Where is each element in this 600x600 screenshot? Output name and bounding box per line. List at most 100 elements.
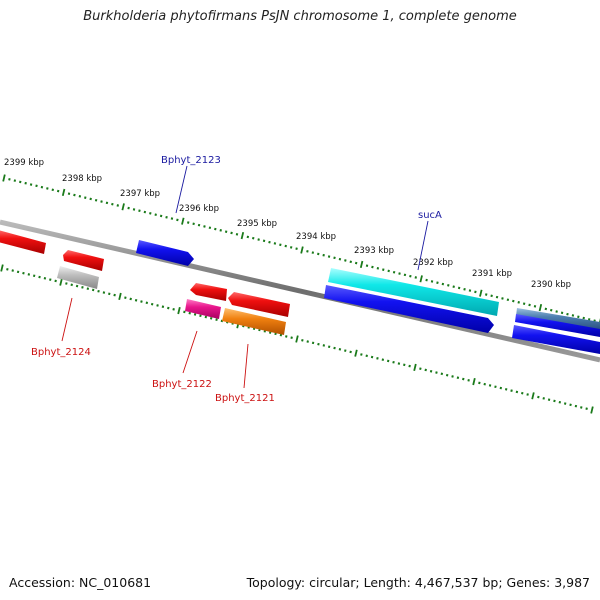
gene-feature[interactable]	[0, 230, 46, 254]
minor-tick	[533, 304, 537, 308]
major-tick	[61, 188, 66, 197]
major-tick	[0, 264, 4, 272]
minor-tick	[183, 310, 186, 314]
minor-tick	[555, 310, 558, 313]
minor-tick	[547, 398, 551, 401]
gene-feature[interactable]	[190, 283, 227, 301]
minor-tick	[46, 187, 49, 190]
gene-feature[interactable]	[512, 325, 600, 354]
gene-feature[interactable]	[63, 250, 104, 271]
minor-tick	[204, 315, 208, 319]
minor-tick	[490, 294, 493, 298]
minor-tick	[338, 348, 342, 351]
minor-tick	[488, 384, 492, 387]
minor-tick	[587, 318, 591, 321]
minor-tick	[484, 293, 488, 296]
minor-tick	[138, 209, 141, 213]
minor-tick	[474, 290, 477, 294]
minor-tick	[214, 227, 217, 231]
minor-tick	[566, 312, 569, 316]
minor-tick	[392, 360, 395, 364]
minor-tick	[553, 399, 556, 403]
minor-tick	[311, 251, 315, 254]
minor-tick	[550, 308, 553, 312]
major-tick	[419, 275, 423, 283]
minor-tick	[504, 388, 508, 391]
minor-tick	[84, 196, 87, 199]
gene-feature[interactable]	[515, 314, 600, 337]
minor-tick	[156, 304, 159, 307]
gene-label-bphyt-2122[interactable]: Bphyt_2122	[152, 379, 212, 390]
minor-tick	[91, 288, 95, 292]
minor-tick	[145, 301, 149, 305]
major-tick	[59, 278, 63, 286]
major-tick	[359, 260, 364, 269]
gene-feature[interactable]	[516, 308, 600, 330]
minor-tick	[149, 212, 152, 215]
gene-feature-bphyt-2121[interactable]	[222, 308, 286, 335]
minor-tick	[522, 302, 526, 305]
label-leader-line	[182, 330, 198, 374]
minor-tick	[127, 206, 130, 210]
major-tick	[479, 289, 483, 297]
minor-tick	[154, 213, 157, 216]
minor-tick	[105, 201, 109, 205]
minor-tick	[56, 189, 60, 193]
major-tick	[472, 377, 476, 386]
minor-tick	[13, 179, 17, 182]
minor-tick	[327, 345, 331, 349]
label-leader-line	[243, 343, 249, 389]
minor-tick	[170, 217, 174, 220]
minor-tick	[463, 287, 466, 291]
minor-tick	[322, 253, 325, 257]
gene-label-bphyt-2124[interactable]: Bphyt_2124	[31, 347, 91, 358]
minor-tick	[311, 341, 315, 345]
gene-label-bphyt-2123[interactable]: Bphyt_2123	[161, 155, 221, 166]
minor-tick	[349, 350, 352, 354]
minor-tick	[451, 375, 454, 378]
gene-feature-bphyt-2122[interactable]	[185, 299, 221, 319]
minor-tick	[577, 315, 580, 319]
minor-tick	[67, 192, 71, 196]
tick-label: 2397 kbp	[120, 189, 160, 199]
major-tick	[118, 292, 122, 301]
minor-tick	[295, 247, 298, 250]
minor-tick	[108, 292, 111, 296]
minor-tick	[209, 317, 213, 320]
gene-feature[interactable]	[324, 285, 494, 333]
gene-label-sucA[interactable]: sucA	[418, 210, 442, 221]
minor-tick	[230, 231, 233, 235]
gene-label-bphyt-2121[interactable]: Bphyt_2121	[215, 393, 275, 404]
minor-tick	[224, 230, 228, 233]
gene-feature[interactable]	[228, 292, 290, 317]
minor-tick	[159, 214, 163, 218]
minor-tick	[134, 298, 138, 302]
minor-tick	[494, 385, 497, 389]
major-tick	[240, 231, 245, 240]
minor-tick	[301, 338, 304, 342]
minor-tick	[172, 308, 175, 311]
minor-tick	[273, 242, 277, 245]
minor-tick	[462, 377, 465, 381]
minor-tick	[392, 270, 396, 274]
minor-tick	[515, 390, 519, 394]
minor-tick	[49, 278, 52, 281]
minor-tick	[571, 314, 575, 317]
minor-tick	[289, 246, 293, 249]
major-tick	[300, 246, 304, 254]
minor-tick	[483, 382, 486, 386]
minor-tick	[542, 397, 545, 400]
minor-tick	[537, 395, 540, 399]
minor-tick	[40, 185, 44, 189]
gene-feature-bphyt-2123[interactable]	[136, 240, 194, 266]
tick-label: 2394 kbp	[296, 232, 336, 242]
minor-tick	[338, 257, 342, 261]
minor-tick	[429, 369, 433, 373]
minor-tick	[381, 358, 385, 361]
minor-tick	[54, 279, 57, 283]
minor-tick	[506, 298, 510, 302]
page-title: Burkholderia phytofirmans PsJN chromosom…	[83, 9, 517, 24]
gene-feature-bphyt-2124[interactable]	[57, 266, 99, 289]
minor-tick	[27, 273, 31, 276]
gene-feature-sucA[interactable]	[328, 268, 499, 316]
